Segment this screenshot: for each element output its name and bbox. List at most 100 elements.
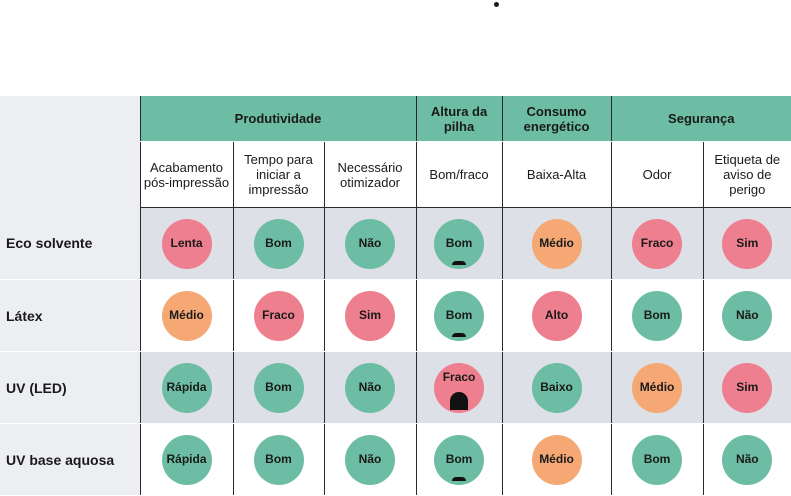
rating-badge: Médio [531,434,582,485]
table-body: Eco solvente Lenta Bom Não Bom Médio Fraco Sim L… [0,207,791,496]
group-header-consumo: Consumo energético [501,96,612,142]
group-header-produtividade: Produtividade [139,96,417,142]
rating-label: Médio [539,235,574,250]
rating-label: Bom [445,235,473,250]
stack-height-icon [452,476,467,481]
rating-badge: Bom [632,290,683,341]
rating-cell: Fraco [232,279,324,352]
rating-badge: Fraco [253,290,304,341]
rating-cell: Bom [232,423,324,496]
stack-height-icon [450,391,469,410]
rating-badge: Rápida [161,434,212,485]
rating-label: Médio [639,379,675,394]
rating-badge: Sim [722,362,773,413]
rating-label: Baixo [540,379,573,394]
rating-label: Rápida [166,451,207,466]
rating-cell: Fraco [415,351,503,424]
rating-badge: Médio [632,362,683,413]
rating-badge: Bom [434,218,485,269]
rating-cell: Não [702,279,791,352]
sub-header-row: Acabamento pós-impressão Tempo para inic… [0,141,791,208]
rating-badge: Bom [632,434,683,485]
rating-cell: Médio [610,351,704,424]
rating-badge: Fraco [434,362,485,413]
rating-cell: Não [702,423,791,496]
rating-label: Bom [643,451,671,466]
rating-label: Não [358,379,382,394]
rating-label: Bom [265,451,292,466]
subheader-tempo: Tempo para iniciar a impressão [232,141,324,208]
rating-label: Médio [539,451,574,466]
rating-label: Não [735,307,759,322]
row-label: UV base aquosa [0,423,140,496]
corner-cell [0,96,140,208]
rating-badge: Bom [253,362,304,413]
rating-label: Bom [445,451,473,466]
rating-cell: Médio [139,279,233,352]
stack-height-icon [452,332,467,337]
rating-label: Fraco [640,235,674,250]
rating-badge: Lenta [161,218,212,269]
rating-label: Alto [544,307,569,322]
rating-badge: Não [722,434,773,485]
rating-badge: Baixo [531,362,582,413]
rating-cell: Bom [415,279,503,352]
rating-label: Sim [359,307,382,322]
rating-badge: Médio [531,218,582,269]
group-header-altura-pilha: Altura da pilha [415,96,503,142]
rating-cell: Bom [232,207,324,280]
row-label: UV (LED) [0,351,140,424]
rating-cell: Baixo [501,351,612,424]
rating-cell: Médio [501,423,612,496]
table-row: Látex Médio Fraco Sim Bom Alto Bom Não [0,279,791,352]
rating-cell: Bom [415,207,503,280]
rating-badge: Bom [253,434,304,485]
rating-badge: Bom [253,218,304,269]
rating-cell: Sim [323,279,417,352]
rating-label: Bom [265,379,292,394]
rating-badge: Sim [722,218,773,269]
rating-badge: Não [345,218,396,269]
rating-label: Fraco [262,307,295,322]
rating-cell: Bom [232,351,324,424]
rating-cell: Alto [501,279,612,352]
rating-badge: Não [345,362,396,413]
rating-cell: Bom [610,279,704,352]
rating-cell: Não [323,351,417,424]
rating-cell: Médio [501,207,612,280]
rating-label: Não [358,451,382,466]
rating-cell: Sim [702,207,791,280]
subheader-acabamento: Acabamento pós-impressão [139,141,233,208]
rating-label: Bom [643,307,671,322]
rating-cell: Não [323,207,417,280]
table-row: UV base aquosa Rápida Bom Não Bom Médio Bom Não [0,423,791,496]
subheader-otimizador: Necessário otimizador [323,141,417,208]
row-label: Látex [0,279,140,352]
group-header-row: Produtividade Altura da pilha Consumo en… [0,96,791,208]
rating-label: Rápida [166,379,207,394]
subheader-bom-fraco: Bom/fraco [415,141,503,208]
rating-badge: Não [722,290,773,341]
rating-badge: Bom [434,290,485,341]
subheader-etiqueta: Etiqueta de aviso de perigo [702,141,791,208]
rating-cell: Bom [415,423,503,496]
rating-cell: Não [323,423,417,496]
rating-badge: Bom [434,434,485,485]
rating-label: Médio [169,307,204,322]
rating-badge: Rápida [161,362,212,413]
rating-cell: Lenta [139,207,233,280]
rating-label: Lenta [170,235,203,250]
rating-cell: Bom [610,423,704,496]
stack-height-icon [452,260,467,265]
rating-label: Bom [445,307,473,322]
rating-label: Sim [736,379,759,394]
rating-cell: Rápida [139,351,233,424]
group-header-seguranca: Segurança [610,96,791,142]
rating-label: Sim [736,235,759,250]
comparison-table: Produtividade Altura da pilha Consumo en… [0,96,791,496]
table-row: Eco solvente Lenta Bom Não Bom Médio Fraco Sim [0,207,791,280]
table-row: UV (LED) Rápida Bom Não Fraco Baixo Médio Sim [0,351,791,424]
rating-badge: Sim [345,290,396,341]
row-label: Eco solvente [0,207,140,280]
rating-badge: Alto [531,290,582,341]
